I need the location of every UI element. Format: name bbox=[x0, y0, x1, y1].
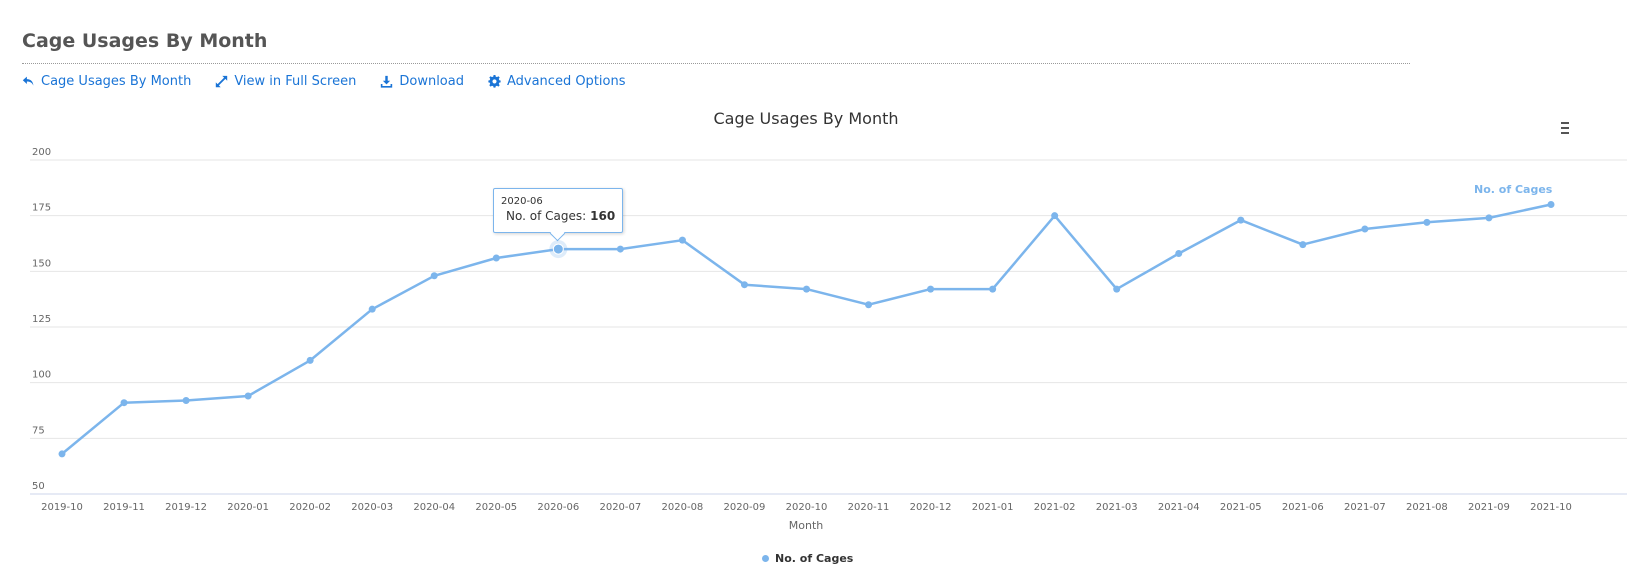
data-point bbox=[1423, 218, 1431, 226]
reply-arrow-icon bbox=[22, 76, 34, 86]
data-point bbox=[927, 285, 935, 293]
x-tick-label: 2020-02 bbox=[289, 502, 331, 513]
chart-tooltip: 2020-06 No. of Cages: 160 bbox=[493, 188, 623, 233]
hamburger-menu-bar bbox=[1561, 132, 1569, 134]
x-axis-title: Month bbox=[789, 519, 824, 532]
y-tick-label: 200 bbox=[32, 147, 51, 158]
download-link[interactable]: Download bbox=[380, 74, 464, 89]
tooltip-value: 160 bbox=[590, 209, 616, 223]
chart-menu-button[interactable] bbox=[1561, 122, 1569, 136]
x-tick-label: 2019-12 bbox=[165, 502, 207, 513]
x-tick-label: 2021-03 bbox=[1096, 502, 1138, 513]
x-tick-label: 2021-02 bbox=[1034, 502, 1076, 513]
chart-container: Cage Usages By Month 50 75 100 125 150 175 200 2… bbox=[0, 108, 1627, 581]
x-tick-label: 2021-07 bbox=[1344, 502, 1386, 513]
x-tick-label: 2021-01 bbox=[972, 502, 1014, 513]
x-tick-label: 2020-05 bbox=[475, 502, 517, 513]
advanced-options-label: Advanced Options bbox=[506, 74, 626, 89]
data-point-highlighted bbox=[552, 243, 564, 255]
title-divider bbox=[22, 63, 1410, 64]
hamburger-menu-icon bbox=[1561, 122, 1569, 124]
y-tick-label: 150 bbox=[32, 258, 51, 269]
x-tick-label: 2019-10 bbox=[41, 502, 83, 513]
data-point bbox=[1485, 214, 1493, 222]
x-tick-label: 2020-08 bbox=[662, 502, 704, 513]
legend-series-label: No. of Cages bbox=[775, 552, 854, 565]
data-point bbox=[616, 245, 624, 253]
data-point bbox=[182, 396, 190, 404]
data-point bbox=[678, 236, 686, 244]
y-tick-label: 175 bbox=[32, 203, 51, 214]
y-tick-label: 50 bbox=[32, 481, 45, 492]
download-icon bbox=[381, 75, 393, 88]
tooltip-row: No. of Cages: 160 bbox=[501, 208, 615, 224]
legend-series-dot bbox=[762, 555, 769, 562]
back-link[interactable]: Cage Usages By Month bbox=[22, 74, 191, 89]
chart-title: Cage Usages By Month bbox=[713, 109, 898, 128]
line-chart: Cage Usages By Month 50 75 100 125 150 175 200 2… bbox=[30, 109, 1627, 532]
data-point bbox=[1299, 241, 1307, 249]
x-tick-label: 2020-07 bbox=[599, 502, 641, 513]
x-tick-label: 2020-09 bbox=[724, 502, 766, 513]
data-point bbox=[740, 281, 748, 289]
data-point bbox=[120, 399, 128, 407]
x-tick-label: 2021-10 bbox=[1530, 502, 1572, 513]
y-tick-label: 125 bbox=[32, 314, 51, 325]
data-point bbox=[1175, 250, 1183, 258]
x-tick-label: 2020-12 bbox=[910, 502, 952, 513]
data-point bbox=[1051, 212, 1059, 220]
y-tick-label: 100 bbox=[32, 370, 51, 381]
data-point bbox=[1237, 216, 1245, 224]
page-title: Cage Usages By Month bbox=[22, 30, 268, 52]
x-tick-label: 2021-06 bbox=[1282, 502, 1324, 513]
tooltip-series-label: No. of Cages: bbox=[506, 209, 587, 223]
x-tick-label: 2021-05 bbox=[1220, 502, 1262, 513]
x-tick-label: 2021-09 bbox=[1468, 502, 1510, 513]
x-tick-label: 2020-06 bbox=[537, 502, 579, 513]
x-tick-label: 2020-04 bbox=[413, 502, 455, 513]
x-tick-label: 2021-04 bbox=[1158, 502, 1200, 513]
chart-legend-item[interactable]: No. of Cages bbox=[762, 552, 853, 565]
back-link-label: Cage Usages By Month bbox=[41, 74, 192, 89]
data-point bbox=[244, 392, 252, 400]
data-point bbox=[430, 272, 438, 280]
data-point bbox=[865, 301, 873, 309]
x-tick-label: 2020-10 bbox=[786, 502, 828, 513]
data-point bbox=[1547, 201, 1555, 209]
fullscreen-link-label: View in Full Screen bbox=[234, 74, 357, 89]
hamburger-menu-bar bbox=[1561, 127, 1569, 129]
x-tick-label: 2020-01 bbox=[227, 502, 269, 513]
chart-toolbar: Cage Usages By Month View in Full Screen… bbox=[22, 74, 650, 89]
download-link-label: Download bbox=[399, 74, 464, 89]
data-point bbox=[368, 305, 376, 313]
x-tick-label: 2019-11 bbox=[103, 502, 145, 513]
series-end-label: No. of Cages bbox=[1474, 183, 1553, 196]
data-point bbox=[803, 285, 810, 293]
x-tick-label: 2020-11 bbox=[848, 502, 890, 513]
data-point bbox=[492, 254, 500, 262]
series-line bbox=[60, 203, 1553, 456]
expand-arrows-icon bbox=[216, 75, 228, 88]
data-point bbox=[1113, 285, 1121, 293]
y-tick-label: 75 bbox=[32, 425, 45, 436]
data-point bbox=[306, 356, 314, 364]
fullscreen-link[interactable]: View in Full Screen bbox=[215, 74, 356, 89]
gear-icon bbox=[488, 75, 501, 88]
data-point bbox=[58, 450, 66, 458]
x-tick-label: 2021-08 bbox=[1406, 502, 1448, 513]
advanced-options-link[interactable]: Advanced Options bbox=[488, 74, 626, 89]
x-tick-label: 2020-03 bbox=[351, 502, 393, 513]
tooltip-header: 2020-06 bbox=[501, 196, 543, 207]
data-point bbox=[1361, 225, 1369, 233]
data-point bbox=[989, 285, 997, 293]
